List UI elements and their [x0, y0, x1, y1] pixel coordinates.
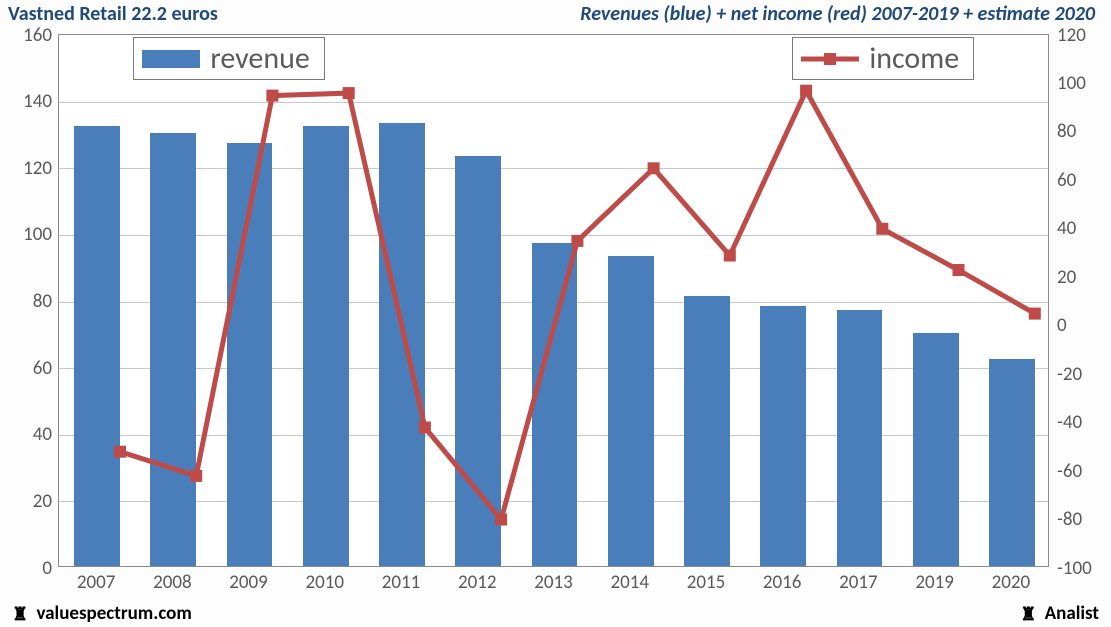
ytick-right: -80 — [1057, 508, 1082, 531]
ytick-right: 20 — [1057, 266, 1076, 289]
ytick-left: 40 — [8, 423, 52, 446]
ytick-left: 60 — [8, 357, 52, 380]
xtick: 2011 — [382, 571, 421, 594]
ytick-right: -40 — [1057, 411, 1082, 434]
ytick-right: 120 — [1057, 24, 1086, 47]
ytick-right: -20 — [1057, 363, 1082, 386]
legend-revenue: revenue — [133, 37, 324, 80]
xtick: 2017 — [839, 571, 878, 594]
footer-left-text: valuespectrum.com — [36, 602, 191, 625]
legend-swatch-bar — [142, 50, 200, 68]
ytick-right: 60 — [1057, 169, 1076, 192]
xtick: 2016 — [763, 571, 802, 594]
ytick-left: 80 — [8, 290, 52, 313]
footer-right-text: Analist — [1045, 602, 1099, 625]
xtick: 2013 — [534, 571, 573, 594]
xtick: 2009 — [229, 571, 268, 594]
ytick-left: 0 — [8, 557, 52, 580]
chart-footer: ♜ valuespectrum.com ♜ Analist — [0, 601, 1111, 627]
income-line — [59, 35, 1050, 568]
xtick: 2012 — [458, 571, 497, 594]
ytick-left: 160 — [8, 24, 52, 47]
ytick-left: 100 — [8, 223, 52, 246]
header-right: Revenues (blue) + net income (red) 2007-… — [580, 2, 1095, 26]
ytick-left: 120 — [8, 157, 52, 180]
ytick-right: -60 — [1057, 460, 1082, 483]
ytick-right: 0 — [1057, 314, 1067, 337]
ytick-left: 140 — [8, 90, 52, 113]
ytick-right: 80 — [1057, 120, 1076, 143]
legend-swatch-line — [801, 50, 859, 68]
xtick: 2015 — [687, 571, 726, 594]
rook-icon: ♜ — [1020, 603, 1036, 625]
xtick: 2008 — [153, 571, 192, 594]
ytick-right: -100 — [1057, 557, 1092, 580]
ytick-right: 100 — [1057, 72, 1086, 95]
xtick: 2010 — [306, 571, 345, 594]
legend-label: revenue — [210, 40, 309, 77]
xtick: 2014 — [610, 571, 649, 594]
rook-icon: ♜ — [12, 603, 28, 625]
ytick-right: 40 — [1057, 217, 1076, 240]
xtick: 2007 — [77, 571, 116, 594]
chart-header: Vastned Retail 22.2 euros Revenues (blue… — [0, 0, 1111, 26]
xtick: 2020 — [992, 571, 1031, 594]
footer-left: ♜ valuespectrum.com — [12, 602, 192, 625]
xtick: 2019 — [915, 571, 954, 594]
legend-label: income — [869, 40, 959, 77]
plot-area: revenue income — [58, 34, 1049, 567]
chart-area: revenueincome 020406080100120140160-100-… — [8, 28, 1103, 597]
footer-right: ♜ Analist — [1020, 602, 1099, 625]
legend-income: income — [792, 37, 974, 80]
header-left: Vastned Retail 22.2 euros — [8, 2, 218, 26]
ytick-left: 20 — [8, 490, 52, 513]
